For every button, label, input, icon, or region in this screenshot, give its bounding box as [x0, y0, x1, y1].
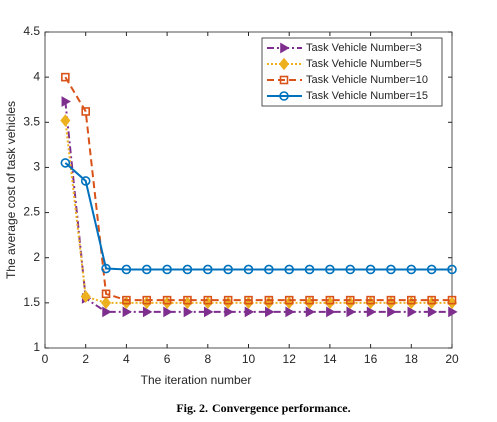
- marker: [365, 264, 376, 275]
- marker: [81, 107, 90, 116]
- x-tick-label: 14: [323, 352, 337, 366]
- legend-label: Task Vehicle Number=3: [306, 42, 422, 54]
- marker: [162, 295, 172, 305]
- marker: [387, 306, 397, 318]
- marker: [121, 264, 132, 275]
- x-tick-label: 8: [204, 352, 211, 366]
- marker: [386, 264, 396, 275]
- marker: [141, 264, 152, 275]
- x-tick-label: 18: [405, 352, 419, 366]
- marker: [304, 264, 315, 275]
- y-tick-label: 4: [33, 69, 40, 83]
- marker: [203, 295, 213, 305]
- x-tick-label: 2: [82, 352, 89, 366]
- marker: [325, 295, 335, 305]
- marker: [101, 289, 111, 299]
- marker: [183, 306, 194, 318]
- marker: [264, 295, 274, 305]
- marker: [61, 72, 70, 82]
- marker: [142, 295, 152, 305]
- x-tick-label: 0: [42, 352, 49, 366]
- marker: [244, 306, 255, 318]
- legend-marker: [279, 91, 289, 101]
- legend-marker: [278, 57, 290, 71]
- marker: [386, 295, 396, 305]
- marker: [101, 296, 112, 310]
- marker: [163, 306, 173, 318]
- marker: [305, 295, 314, 305]
- marker: [427, 295, 436, 305]
- marker: [346, 306, 356, 318]
- legend-marker: [280, 42, 290, 54]
- x-axis-label: The iteration number: [141, 373, 252, 387]
- marker: [223, 295, 233, 305]
- marker: [122, 295, 131, 305]
- marker: [407, 306, 417, 318]
- marker: [244, 295, 253, 305]
- marker: [60, 114, 71, 127]
- marker: [162, 264, 172, 275]
- marker: [182, 264, 193, 275]
- marker: [426, 264, 437, 275]
- marker: [325, 264, 335, 275]
- marker: [122, 306, 133, 318]
- marker: [80, 176, 91, 186]
- marker: [406, 295, 416, 305]
- marker: [284, 264, 295, 275]
- legend-label: Task Vehicle Number=5: [306, 58, 422, 70]
- y-tick-label: 1: [33, 340, 40, 354]
- marker: [102, 306, 112, 318]
- marker: [448, 306, 458, 318]
- marker: [345, 264, 356, 275]
- marker: [80, 290, 91, 303]
- marker: [406, 264, 417, 275]
- marker: [223, 264, 233, 275]
- marker: [447, 295, 457, 305]
- y-tick-label: 3: [33, 160, 40, 174]
- y-axis-label: The average cost of task vehicles: [4, 101, 18, 279]
- caption-label: Fig. 2.: [176, 401, 208, 415]
- x-tick-label: 12: [283, 352, 297, 366]
- marker: [265, 306, 275, 318]
- marker: [142, 306, 153, 318]
- x-tick-label: 6: [164, 352, 171, 366]
- x-tick-label: 20: [445, 352, 459, 366]
- legend-marker: [279, 75, 289, 85]
- marker: [345, 295, 355, 305]
- marker: [326, 306, 336, 318]
- marker: [60, 158, 71, 168]
- marker: [243, 264, 254, 275]
- y-tick-label: 3.5: [23, 114, 40, 128]
- marker: [61, 96, 71, 107]
- x-tick-label: 4: [123, 352, 130, 366]
- legend-label: Task Vehicle Number=10: [306, 74, 428, 86]
- marker: [101, 263, 111, 274]
- marker: [224, 306, 234, 318]
- caption-text: Convergence performance.: [212, 401, 351, 415]
- y-tick-label: 1.5: [23, 295, 40, 309]
- marker: [203, 264, 213, 275]
- y-tick-label: 4.5: [23, 24, 40, 38]
- x-tick-label: 16: [364, 352, 378, 366]
- x-tick-label: 10: [242, 352, 256, 366]
- y-tick-label: 2: [33, 250, 40, 264]
- marker: [366, 295, 375, 305]
- legend-box: [261, 37, 443, 107]
- marker: [285, 306, 295, 318]
- marker: [284, 295, 294, 305]
- marker: [447, 264, 457, 275]
- y-tick-label: 2.5: [23, 205, 40, 219]
- legend-label: Task Vehicle Number=15: [306, 90, 428, 102]
- marker: [427, 306, 438, 318]
- marker: [183, 295, 192, 305]
- marker: [264, 264, 274, 275]
- marker: [366, 306, 377, 318]
- marker: [305, 306, 316, 318]
- marker: [204, 306, 214, 318]
